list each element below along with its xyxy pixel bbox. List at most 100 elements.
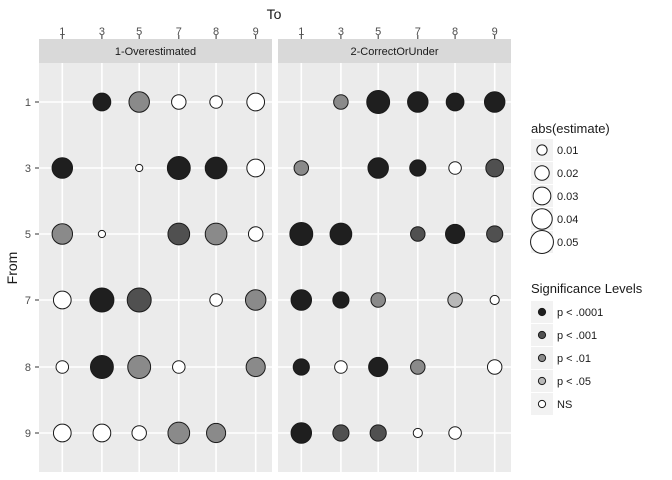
data-point [445,92,465,112]
data-point [293,160,310,176]
significance-legend-title: Significance Levels [531,281,643,296]
data-point [52,290,72,310]
x-tick-label: 8 [452,26,458,38]
facet-panel-1: 1-Overestimated 1 3 5 7 8 9 [39,26,272,472]
data-point [167,421,191,445]
data-point [370,292,386,308]
y-axis: 1 3 5 7 8 9 [25,97,39,440]
data-point [329,222,353,246]
panel-background [39,63,272,472]
data-point [204,156,228,180]
data-point [92,92,112,112]
x-tick-label: 5 [375,26,381,38]
data-point [52,423,72,443]
data-point [246,158,266,178]
data-point [51,223,74,245]
panel-background [278,63,511,472]
data-point [369,424,387,442]
x-axis-title: To [267,6,282,22]
legend-sig-label: p < .05 [557,376,591,388]
legend-size-key [531,208,553,230]
data-point [292,358,310,376]
data-point [244,289,267,311]
data-point [447,292,463,308]
x-tick-label: 1 [298,26,304,38]
data-point [489,294,500,306]
facet-panel-2: 2-CorrectOrUnder 1 3 5 7 8 9 [278,26,511,472]
data-point [448,161,462,175]
data-point [412,427,423,439]
data-point [333,94,349,110]
legend-sig-label: p < .0001 [557,307,603,319]
data-point [204,222,228,246]
data-point [131,425,147,441]
data-point [55,360,70,374]
legend-size-key [530,230,554,254]
legend-sig-label: p < .001 [557,330,597,342]
y-tick-label: 7 [25,295,31,307]
x-tick-label: 9 [492,26,498,38]
data-point [367,157,389,179]
data-point [410,226,426,242]
data-point [172,360,186,374]
data-point [368,356,389,378]
data-point [89,287,115,313]
x-tick-label: 7 [415,26,421,38]
data-point [245,356,266,378]
data-point [290,422,313,444]
data-point [206,422,227,444]
legend-size-label: 0.02 [557,168,578,180]
data-point [289,222,314,246]
data-point [209,293,223,307]
data-point [167,222,191,246]
significance-legend: Significance Levels p < .0001 p < .001 p <… [531,281,643,415]
legend-sig-key [537,307,547,317]
legend-size-label: 0.01 [557,145,578,157]
data-point [290,289,313,311]
data-point [128,91,150,113]
legend-size-key [536,144,548,156]
data-point [135,163,144,173]
y-axis-title: From [4,252,20,285]
data-point [126,287,152,313]
x-tick-label: 3 [338,26,344,38]
legend-size-key [534,165,550,181]
size-legend-title: abs(estimate) [531,121,610,136]
y-tick-label: 8 [25,362,31,374]
y-tick-label: 5 [25,229,31,241]
legend-size-label: 0.04 [557,214,578,226]
x-tick-label: 7 [176,26,182,38]
data-point [409,159,427,177]
x-tick-label: 8 [213,26,219,38]
data-point [51,157,74,179]
data-point [97,229,107,239]
x-tick-label: 9 [253,26,259,38]
data-point [127,355,152,379]
data-point [366,90,391,114]
data-point [332,291,350,309]
x-tick-label: 1 [59,26,65,38]
data-point [445,223,466,245]
data-point [407,91,429,113]
legend-sig-label: p < .01 [557,353,591,365]
size-legend: abs(estimate) 0.01 0.02 0.03 0.04 0.05 [530,121,610,254]
data-point [209,95,223,109]
legend-sig-label: NS [557,399,572,411]
data-point [486,225,504,243]
legend-size-label: 0.05 [557,237,578,249]
legend-sig-key [537,353,547,363]
data-point [92,423,112,443]
x-tick-label: 3 [99,26,105,38]
y-tick-label: 1 [25,97,31,109]
legend-size-key [532,186,552,206]
x-tick-label: 5 [136,26,142,38]
data-point [448,426,462,440]
data-point [334,360,348,374]
data-point [486,359,503,375]
data-point [171,94,187,110]
data-point [332,424,350,442]
strip-background [278,39,511,63]
data-point [247,226,264,242]
y-tick-label: 3 [25,163,31,175]
legend-size-label: 0.03 [557,191,578,203]
